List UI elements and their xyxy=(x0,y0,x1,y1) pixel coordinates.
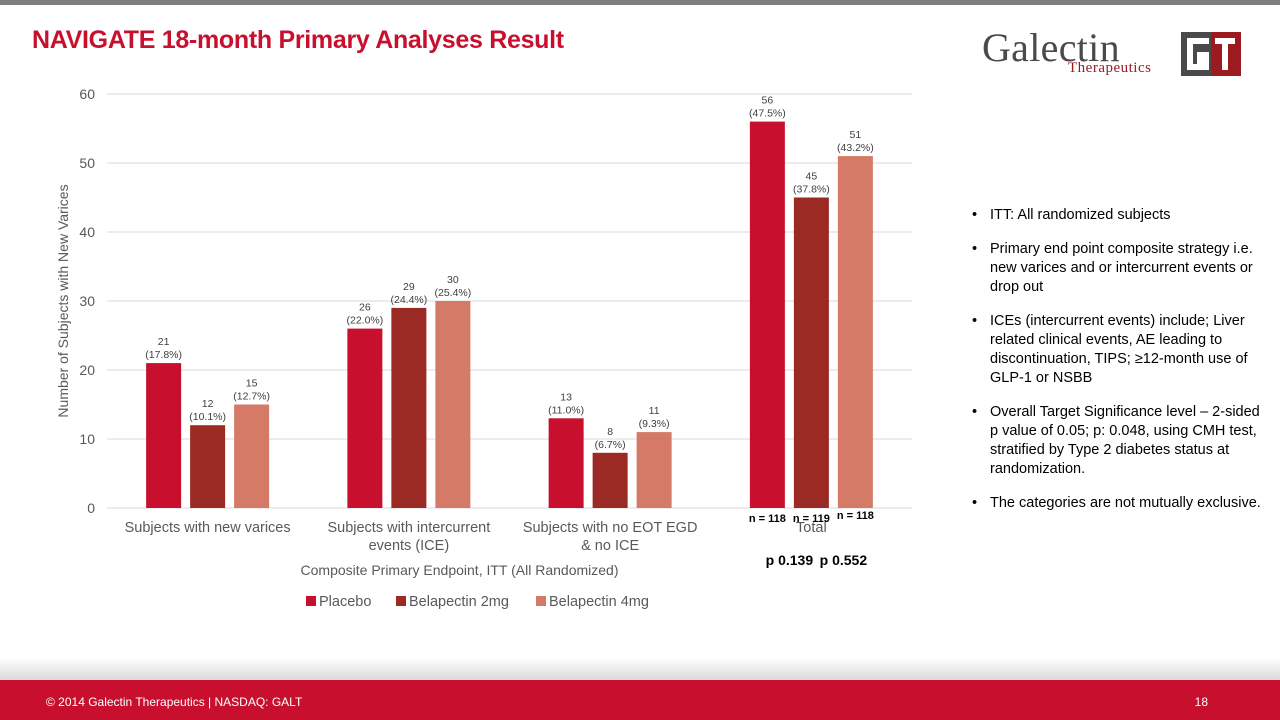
bar-value-label: 11 xyxy=(649,405,660,417)
legend-label: Belapectin 4mg xyxy=(549,594,649,610)
bar-percent-label: (17.8%) xyxy=(145,349,182,361)
bar xyxy=(234,404,270,508)
note-text: The categories are not mutually exclusiv… xyxy=(990,495,1261,511)
legend-label: Placebo xyxy=(319,594,371,610)
p-value-labels: p 0.139 p 0.552 xyxy=(766,552,868,568)
axis-ticks: 0 10 20 30 40 50 60 xyxy=(79,86,95,516)
bar-percent-label: (43.2%) xyxy=(837,142,874,154)
bar xyxy=(749,121,785,508)
x-category-label: events (ICE) xyxy=(369,538,450,554)
note-item: • Primary end point composite strategy i.… xyxy=(972,240,1262,297)
bar-percent-label: (24.4%) xyxy=(390,294,427,306)
bar xyxy=(636,432,672,508)
logo-mark-icon xyxy=(1181,32,1241,76)
bar-value-label: 29 xyxy=(403,281,415,293)
y-tick-label: 60 xyxy=(79,86,95,102)
note-item: • The categories are not mutually exclusi… xyxy=(972,494,1262,513)
y-tick-label: 20 xyxy=(79,362,95,378)
bar xyxy=(146,363,182,508)
n-label: n = 119 xyxy=(793,513,830,525)
bar-percent-label: (37.8%) xyxy=(793,184,830,196)
bar-percent-label: (47.5%) xyxy=(749,108,786,120)
x-axis-label: Composite Primary Endpoint, ITT (All Ran… xyxy=(301,562,619,578)
x-category-label: Subjects with no EOT EGD xyxy=(523,520,698,536)
bar xyxy=(837,156,873,508)
company-logo: Galectin Therapeutics xyxy=(978,25,1243,80)
legend-swatch xyxy=(306,596,316,606)
sample-size-labels: n = 118 n = 119 n = 118 xyxy=(749,510,874,525)
legend-swatch xyxy=(536,596,546,606)
p-value-label: p 0.552 xyxy=(820,552,868,568)
bar-value-label: 8 xyxy=(607,426,613,438)
bar-percent-label: (22.0%) xyxy=(346,315,383,327)
y-tick-label: 10 xyxy=(79,431,95,447)
bar xyxy=(391,307,427,508)
x-category-label: Subjects with intercurrent xyxy=(327,520,490,536)
category-labels: Subjects with new varices Subjects with i… xyxy=(125,520,827,554)
note-item: • ICEs (intercurrent events) include; Liv… xyxy=(972,312,1262,388)
legend-label: Belapectin 2mg xyxy=(409,594,509,610)
bar-percent-label: (6.7%) xyxy=(595,439,626,451)
bar-value-label: 56 xyxy=(762,95,774,107)
x-category-label: & no ICE xyxy=(581,538,639,554)
bar-value-label: 30 xyxy=(447,274,459,286)
y-tick-label: 0 xyxy=(87,500,95,516)
x-category-label: Total xyxy=(796,520,827,536)
note-text: Overall Target Significance level – 2-si… xyxy=(990,404,1260,477)
page-number: 18 xyxy=(1194,695,1208,709)
bar-percent-label: (25.4%) xyxy=(434,287,471,299)
bar xyxy=(190,425,226,508)
note-item: • Overall Target Significance level – 2-s… xyxy=(972,403,1262,479)
logo-subtitle: Therapeutics xyxy=(1068,60,1152,76)
bar-value-label: 26 xyxy=(359,302,371,314)
footer-shadow xyxy=(0,658,1280,680)
note-item: • ITT: All randomized subjects xyxy=(972,206,1262,225)
footer-copyright: © 2014 Galectin Therapeutics | NASDAQ: G… xyxy=(46,695,303,709)
bar xyxy=(592,452,628,508)
legend-swatch xyxy=(396,596,406,606)
note-text: ICEs (intercurrent events) include; Live… xyxy=(990,313,1248,386)
n-label: n = 118 xyxy=(837,510,874,522)
data-labels: 21(17.8%)12(10.1%)15(12.7%)26(22.0%)29(2… xyxy=(145,95,874,451)
y-tick-label: 30 xyxy=(79,293,95,309)
bar-value-label: 51 xyxy=(850,129,862,141)
notes-list: • ITT: All randomized subjects • Primary en… xyxy=(972,206,1262,528)
note-text: ITT: All randomized subjects xyxy=(990,207,1171,223)
bar-value-label: 21 xyxy=(158,336,170,348)
bar-percent-label: (12.7%) xyxy=(233,391,270,403)
x-category-label: Subjects with new varices xyxy=(125,520,291,536)
bullet-icon: • xyxy=(972,404,978,420)
bar-value-label: 12 xyxy=(202,398,214,410)
y-tick-label: 40 xyxy=(79,224,95,240)
bullet-icon: • xyxy=(972,313,978,329)
logo-name: Galectin xyxy=(982,25,1120,70)
bar-percent-label: (9.3%) xyxy=(639,418,670,430)
bar-chart: 21(17.8%)12(10.1%)15(12.7%)26(22.0%)29(2… xyxy=(55,86,912,610)
bar xyxy=(793,197,829,508)
y-tick-label: 50 xyxy=(79,155,95,171)
gridlines xyxy=(107,93,912,509)
y-axis-label: Number of Subjects with New Varices xyxy=(55,184,71,417)
bar-value-label: 45 xyxy=(806,171,818,183)
bar-value-label: 15 xyxy=(246,378,258,390)
bars xyxy=(146,121,873,508)
bar xyxy=(548,418,584,508)
p-value-label: p 0.139 xyxy=(766,552,814,568)
bar-percent-label: (10.1%) xyxy=(189,411,226,423)
bullet-icon: • xyxy=(972,495,978,511)
top-rule xyxy=(0,0,1280,5)
n-label: n = 118 xyxy=(749,513,786,525)
bar xyxy=(435,301,471,508)
chart-legend: Placebo Belapectin 2mg Belapectin 4mg xyxy=(306,594,649,610)
bar-percent-label: (11.0%) xyxy=(548,404,584,416)
bar-value-label: 13 xyxy=(560,391,572,403)
bullet-icon: • xyxy=(972,207,978,223)
bullet-icon: • xyxy=(972,241,978,257)
slide-title: NAVIGATE 18-month Primary Analyses Resul… xyxy=(32,26,564,54)
bar xyxy=(347,328,383,508)
note-text: Primary end point composite strategy i.e… xyxy=(990,241,1253,295)
footer-bar: © 2014 Galectin Therapeutics | NASDAQ: G… xyxy=(0,680,1280,720)
